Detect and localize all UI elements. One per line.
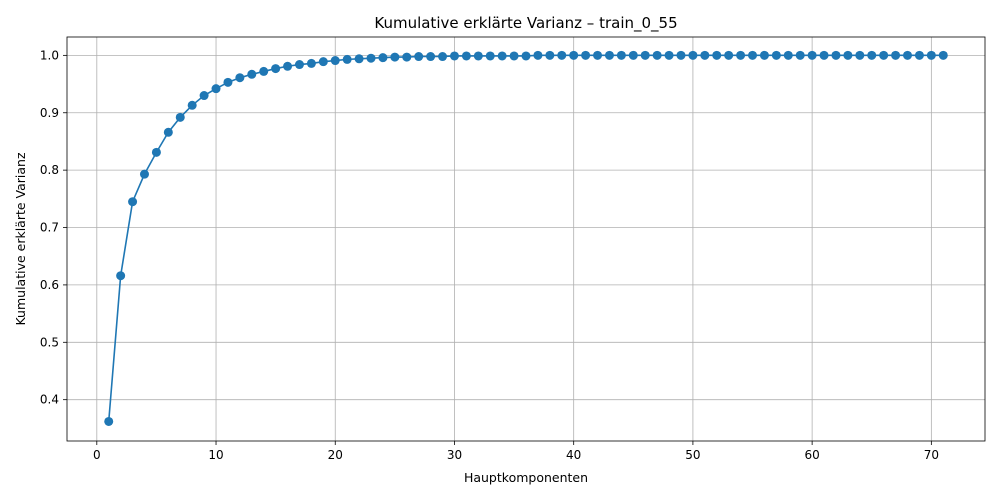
data-point [354, 54, 364, 64]
data-point [593, 50, 603, 60]
data-point [914, 50, 924, 60]
data-point [640, 50, 650, 60]
data-point [795, 50, 805, 60]
axis-ticks: 0 10 20 30 40 50 60 70 0.4 0.5 0.6 0.7 0.8 0.9 1.0 [40, 48, 939, 462]
data-point [235, 73, 245, 83]
data-point [521, 51, 531, 61]
data-point [294, 60, 304, 70]
data-point [390, 52, 400, 62]
data-point [926, 50, 936, 60]
data-point [402, 52, 412, 62]
data-point [700, 50, 710, 60]
data-point [664, 50, 674, 60]
data-point [461, 51, 471, 61]
series-line [107, 54, 944, 422]
data-point [783, 50, 793, 60]
data-point [891, 50, 901, 60]
y-tick-label: 1.0 [40, 48, 59, 62]
data-point [724, 50, 734, 60]
data-point [485, 51, 495, 61]
data-point [163, 127, 173, 137]
data-point [104, 416, 114, 426]
data-point [139, 169, 149, 179]
x-tick-label: 50 [685, 448, 700, 462]
x-tick-label: 30 [447, 448, 462, 462]
data-point [759, 50, 769, 60]
plot-frame [66, 36, 986, 442]
data-point [330, 56, 340, 66]
data-point [807, 50, 817, 60]
y-tick-label: 0.8 [40, 163, 59, 177]
x-tick-label: 10 [208, 448, 223, 462]
y-tick-label: 0.7 [40, 221, 59, 235]
series-markers [104, 50, 948, 426]
data-point [688, 50, 698, 60]
x-tick-label: 60 [804, 448, 819, 462]
data-point [438, 52, 448, 62]
data-point [151, 147, 161, 157]
data-point [426, 52, 436, 62]
data-point [748, 50, 758, 60]
chart-title: Kumulative erklärte Varianz – train_0_55 [374, 14, 677, 33]
data-point [175, 112, 185, 122]
data-point [879, 50, 889, 60]
y-tick-label: 0.6 [40, 278, 59, 292]
data-point [569, 50, 579, 60]
data-point [318, 57, 328, 67]
data-point [211, 84, 221, 94]
y-tick-label: 0.9 [40, 106, 59, 120]
data-point [414, 52, 424, 62]
x-tick-label: 40 [566, 448, 581, 462]
y-axis-label: Kumulative erklärte Varianz [13, 152, 28, 326]
data-point [271, 64, 281, 74]
data-point [736, 50, 746, 60]
data-point [366, 53, 376, 63]
data-point [497, 51, 507, 61]
data-point [223, 77, 233, 87]
data-point [128, 197, 138, 207]
data-point [378, 53, 388, 63]
grid-lines [67, 37, 985, 441]
x-axis-label: Hauptkomponenten [464, 470, 588, 485]
data-point [867, 50, 877, 60]
data-point [581, 50, 591, 60]
data-point [652, 50, 662, 60]
data-point [342, 54, 352, 64]
data-point [247, 69, 257, 79]
data-point [449, 51, 459, 61]
data-point [116, 271, 126, 281]
data-point [283, 61, 293, 71]
data-point [628, 50, 638, 60]
data-point [831, 50, 841, 60]
data-point [819, 50, 829, 60]
data-point [533, 50, 543, 60]
data-point [855, 50, 865, 60]
data-point [259, 66, 269, 76]
data-point [771, 50, 781, 60]
data-point [938, 50, 948, 60]
data-point [199, 91, 209, 101]
data-point [187, 100, 197, 110]
y-tick-label: 0.4 [40, 393, 59, 407]
data-point [509, 51, 519, 61]
data-point [843, 50, 853, 60]
data-point [903, 50, 913, 60]
data-point [604, 50, 614, 60]
x-tick-label: 0 [93, 448, 101, 462]
data-point [616, 50, 626, 60]
y-tick-label: 0.5 [40, 335, 59, 349]
x-tick-label: 70 [924, 448, 939, 462]
data-point [676, 50, 686, 60]
data-point [557, 50, 567, 60]
data-point [306, 58, 316, 68]
data-point [545, 50, 555, 60]
series-layer [104, 50, 948, 426]
data-point [473, 51, 483, 61]
x-tick-label: 20 [328, 448, 343, 462]
data-point [712, 50, 722, 60]
